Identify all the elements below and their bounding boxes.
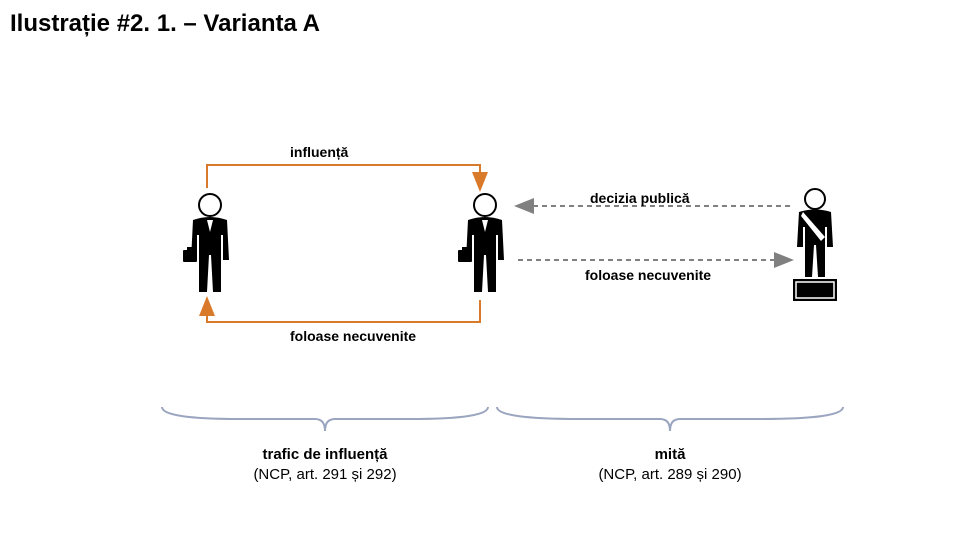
page-title: Ilustrație #2. 1. – Varianta A bbox=[10, 10, 320, 38]
label-trafic: trafic de influență (NCP, art. 291 și 29… bbox=[210, 445, 440, 484]
label-mita: mită (NCP, art. 289 și 290) bbox=[570, 445, 770, 484]
figure-person-1 bbox=[175, 190, 245, 300]
brace-right bbox=[495, 405, 845, 435]
brace-left bbox=[160, 405, 490, 435]
label-foloase-right: foloase necuvenite bbox=[585, 267, 711, 283]
label-foloase-bottom: foloase necuvenite bbox=[290, 328, 416, 344]
figure-person-2 bbox=[450, 190, 520, 300]
label-decizia: decizia publică bbox=[590, 190, 690, 206]
label-influenta: influență bbox=[290, 144, 348, 160]
figure-official bbox=[775, 185, 855, 310]
